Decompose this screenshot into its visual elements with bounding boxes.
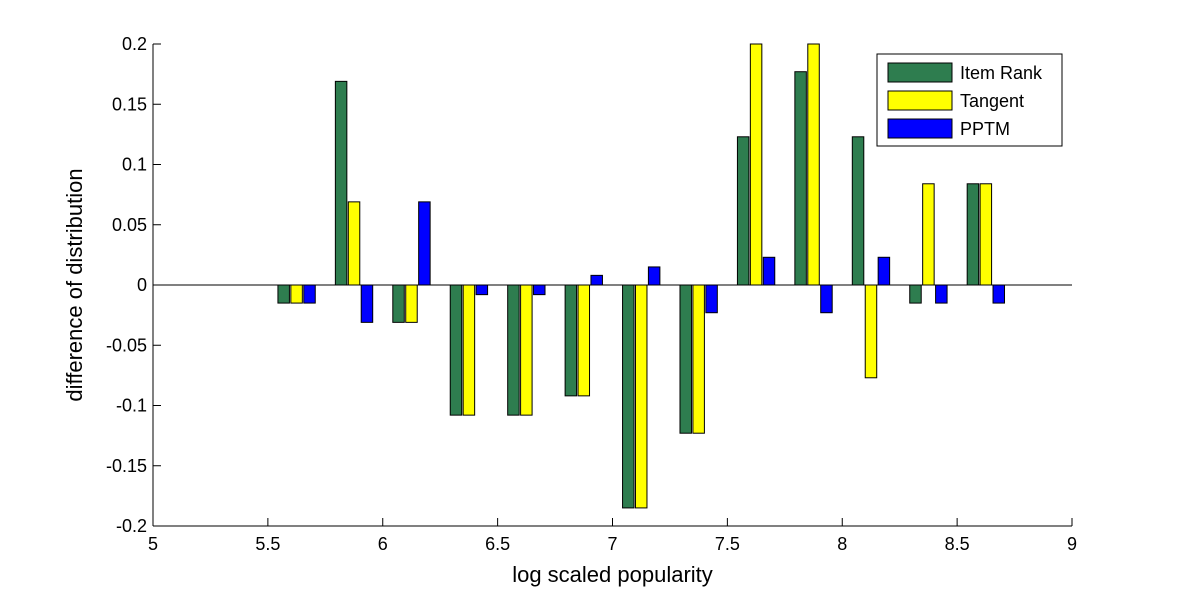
bar-tangent-1 [347, 201, 361, 286]
bar-pptm-3 [475, 284, 489, 296]
x-tick-label: 5 [148, 534, 158, 554]
bar-tangent-5 [577, 284, 591, 397]
legend-swatch-item-rank [887, 62, 953, 83]
y-axis-title: difference of distribution [62, 168, 87, 401]
bar-item-rank-0 [277, 284, 290, 304]
x-tick-label: 6 [378, 534, 388, 554]
y-tick-label: 0 [137, 275, 147, 295]
y-tick-label: -0.1 [116, 396, 147, 416]
bar-item-rank-9 [794, 71, 807, 286]
axes-layer: 5 5.5 6 6.5 7 7.5 8 8.5 9 0.2 0.15 0.1 0.05 0 -0.05 -0.… [106, 34, 1077, 554]
legend-swatch-pptm [887, 118, 953, 139]
legend-label-item-rank: Item Rank [960, 63, 1043, 83]
y-tick-label: 0.05 [112, 215, 147, 235]
bar-tangent-10 [864, 284, 878, 379]
bar-item-rank-1 [334, 80, 348, 286]
x-tick-label: 5.5 [255, 534, 280, 554]
bar-item-rank-12 [966, 183, 980, 286]
bar-pptm-11 [935, 284, 948, 304]
y-tick-label: 0.2 [122, 34, 147, 54]
x-tick-label: 9 [1067, 534, 1077, 554]
bar-pptm-0 [303, 284, 316, 304]
bar-tangent-11 [922, 183, 935, 286]
bar-tangent-3 [462, 284, 476, 416]
bar-item-rank-5 [564, 284, 578, 397]
bar-tangent-7 [692, 284, 705, 434]
y-tick-label: 0.15 [112, 94, 147, 114]
bars-layer [277, 43, 1006, 509]
bar-tangent-2 [405, 284, 418, 323]
bar-tangent-12 [979, 183, 993, 286]
bar-pptm-10 [877, 256, 891, 286]
x-tick-label: 7.5 [715, 534, 740, 554]
legend-label-tangent: Tangent [960, 91, 1024, 111]
y-tick-label: -0.05 [106, 335, 147, 355]
x-tick-label: 6.5 [485, 534, 510, 554]
x-tick-label: 7 [607, 534, 617, 554]
bar-item-rank-3 [449, 284, 463, 416]
bar-item-rank-10 [851, 136, 865, 286]
bar-pptm-6 [647, 266, 661, 286]
y-tick-label: -0.2 [116, 516, 147, 536]
bar-item-rank-11 [909, 284, 922, 304]
bar-item-rank-2 [392, 284, 405, 323]
bar-pptm-12 [992, 284, 1006, 304]
x-axis-title: log scaled popularity [512, 562, 713, 587]
legend-swatch-tangent [887, 90, 953, 111]
y-tick-label: 0.1 [122, 155, 147, 175]
x-tick-label: 8.5 [945, 534, 970, 554]
bar-tangent-9 [807, 43, 820, 286]
legend-label-pptm: PPTM [960, 119, 1010, 139]
bar-tangent-8 [749, 43, 763, 286]
bar-tangent-6 [634, 284, 648, 509]
bar-item-rank-4 [507, 284, 520, 416]
bar-item-rank-8 [736, 136, 750, 286]
bar-pptm-9 [820, 284, 833, 314]
bar-pptm-1 [360, 284, 374, 323]
bar-pptm-8 [762, 256, 776, 286]
bar-pptm-4 [533, 284, 546, 296]
bar-pptm-2 [418, 201, 431, 286]
x-tick-label: 8 [837, 534, 847, 554]
bar-tangent-4 [520, 284, 533, 416]
bar-pptm-7 [705, 284, 718, 314]
bar-tangent-0 [290, 284, 303, 304]
bar-item-rank-6 [622, 284, 635, 509]
bar-item-rank-7 [679, 284, 692, 434]
y-tick-label: -0.15 [106, 456, 147, 476]
bar-pptm-5 [590, 274, 603, 286]
legend: Item Rank Tangent PPTM [876, 53, 1063, 147]
